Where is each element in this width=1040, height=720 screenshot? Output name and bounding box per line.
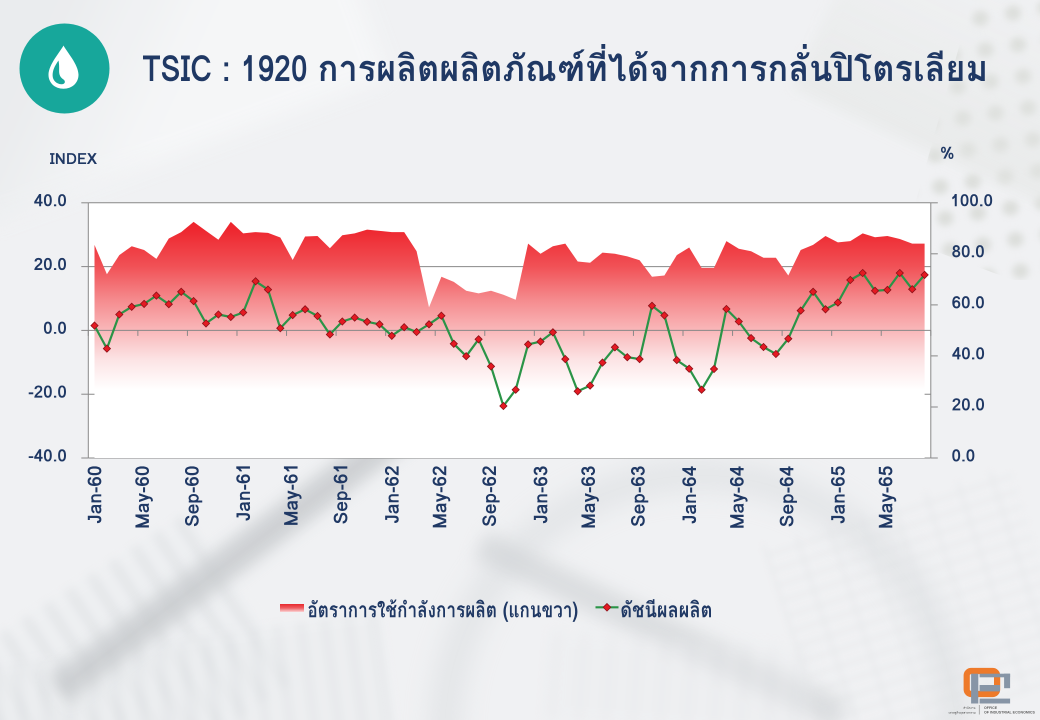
svg-text:OF INDUSTRIAL ECONOMICS: OF INDUSTRIAL ECONOMICS — [984, 711, 1035, 715]
svg-text:OFFICE: OFFICE — [984, 706, 998, 710]
